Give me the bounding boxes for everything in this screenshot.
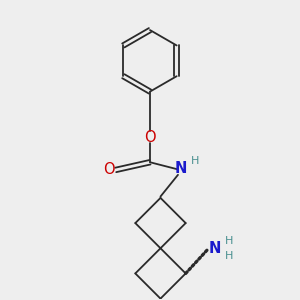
Text: N: N [208,241,221,256]
Text: N: N [175,161,187,176]
Text: H: H [224,251,233,261]
Text: H: H [191,156,200,166]
Text: H: H [224,236,233,246]
Text: O: O [144,130,156,145]
Text: O: O [103,162,115,177]
